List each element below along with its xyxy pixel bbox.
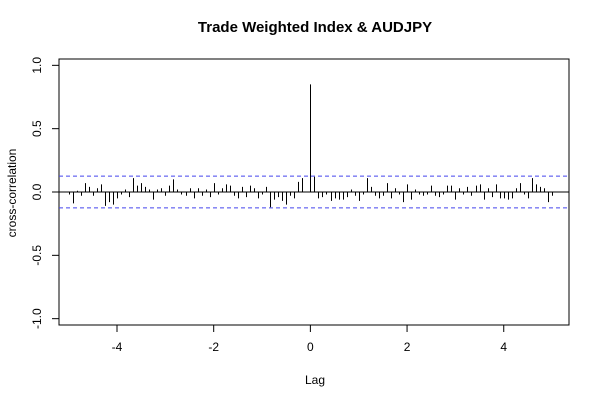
chart-title: Trade Weighted Index & AUDJPY (198, 19, 432, 36)
x-axis-label: Lag (305, 373, 325, 387)
x-tick-label: 2 (404, 340, 411, 354)
y-tick-label: -0.5 (30, 245, 44, 266)
chart-marks: -4 -2 0 2 4 -1.0 -0.5 0.0 0.5 1.0 (30, 57, 569, 354)
x-tick-label: -4 (112, 340, 123, 354)
y-tick-label: 1.0 (30, 57, 44, 74)
y-tick-label: 0.0 (30, 183, 44, 200)
y-tick-label: -1.0 (30, 308, 44, 329)
x-tick-label: 0 (307, 340, 314, 354)
y-tick-label: 0.5 (30, 120, 44, 137)
y-axis-label: cross-correlation (5, 149, 19, 238)
x-tick-label: -2 (208, 340, 219, 354)
x-tick-label: 4 (500, 340, 507, 354)
